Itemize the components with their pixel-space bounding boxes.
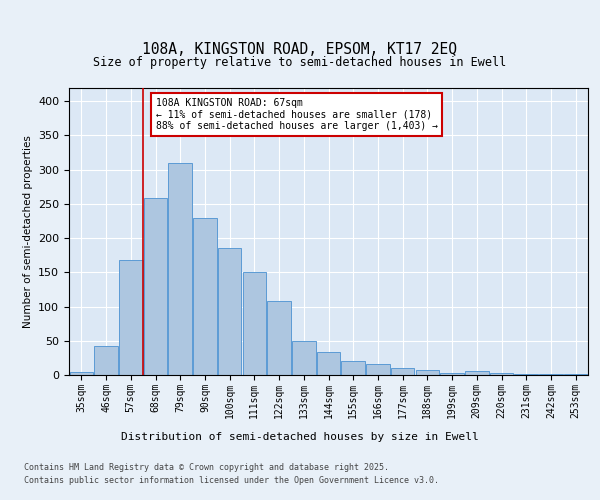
Bar [242,272,266,375]
Text: Contains public sector information licensed under the Open Government Licence v3: Contains public sector information licen… [24,476,439,485]
Bar [440,373,464,375]
Bar [193,218,217,375]
Bar [94,346,118,375]
Text: Distribution of semi-detached houses by size in Ewell: Distribution of semi-detached houses by … [121,432,479,442]
Text: 108A KINGSTON ROAD: 67sqm
← 11% of semi-detached houses are smaller (178)
88% of: 108A KINGSTON ROAD: 67sqm ← 11% of semi-… [155,98,437,131]
Text: Size of property relative to semi-detached houses in Ewell: Size of property relative to semi-detach… [94,56,506,69]
Bar [539,374,563,375]
Bar [391,368,415,375]
Bar [564,374,587,375]
Bar [292,341,316,375]
Bar [341,362,365,375]
Bar [70,372,93,375]
Bar [366,364,389,375]
Bar [218,248,241,375]
Bar [514,374,538,375]
Bar [490,373,513,375]
Bar [119,260,143,375]
Text: 108A, KINGSTON ROAD, EPSOM, KT17 2EQ: 108A, KINGSTON ROAD, EPSOM, KT17 2EQ [143,42,458,58]
Y-axis label: Number of semi-detached properties: Number of semi-detached properties [23,135,32,328]
Bar [416,370,439,375]
Text: Contains HM Land Registry data © Crown copyright and database right 2025.: Contains HM Land Registry data © Crown c… [24,464,389,472]
Bar [268,301,291,375]
Bar [317,352,340,375]
Bar [144,198,167,375]
Bar [169,163,192,375]
Bar [465,371,488,375]
